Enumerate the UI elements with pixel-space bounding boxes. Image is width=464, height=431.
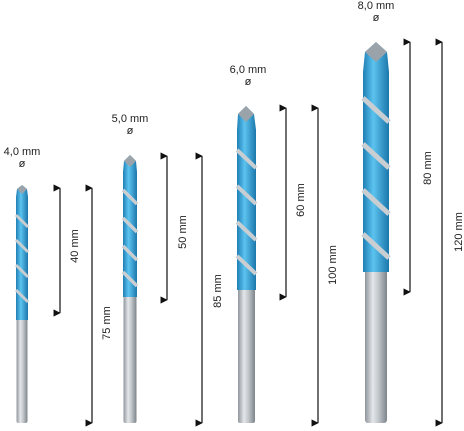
length-label-50mm: 50 mm: [177, 215, 189, 249]
drill-4mm-carbide-tip: [17, 185, 27, 194]
diameter-label-5mm: 5,0 mm ø: [111, 113, 149, 137]
length-label-85mm: 85 mm: [212, 274, 224, 308]
dimension-lines: [53, 38, 443, 427]
drill-bit-6mm: [235, 106, 258, 423]
length-label-60mm: 60 mm: [295, 183, 307, 217]
drill-bit-4mm: [14, 185, 30, 423]
drill-6mm-spiral: [235, 148, 258, 276]
drill-5mm-spiral: [121, 188, 139, 288]
length-label-75mm: 75 mm: [101, 306, 113, 340]
drill-bit-8mm: [361, 42, 391, 423]
drill-bit-5mm: [121, 155, 139, 423]
diameter-label-4mm: 4,0 mm ø: [3, 146, 41, 170]
length-label-80mm: 80 mm: [422, 151, 434, 185]
drill-4mm-spiral: [14, 213, 30, 304]
drill-8mm-spiral: [361, 96, 391, 260]
drill-5mm-carbide-tip: [124, 155, 136, 167]
drill-8mm-carbide-tip: [365, 42, 387, 62]
dimension-labels: 40 mm 75 mm 50 mm 85 mm 60 mm 100 mm 80 …: [69, 151, 464, 340]
diameter-label-6mm: 6,0 mm ø: [229, 64, 267, 88]
length-label-100mm: 100 mm: [327, 245, 339, 285]
length-label-120mm: 120 mm: [453, 212, 464, 252]
length-label-40mm: 40 mm: [69, 229, 81, 263]
drill-6mm-carbide-tip: [238, 106, 254, 122]
diameter-label-8mm: 8,0 mm ø: [357, 0, 395, 24]
